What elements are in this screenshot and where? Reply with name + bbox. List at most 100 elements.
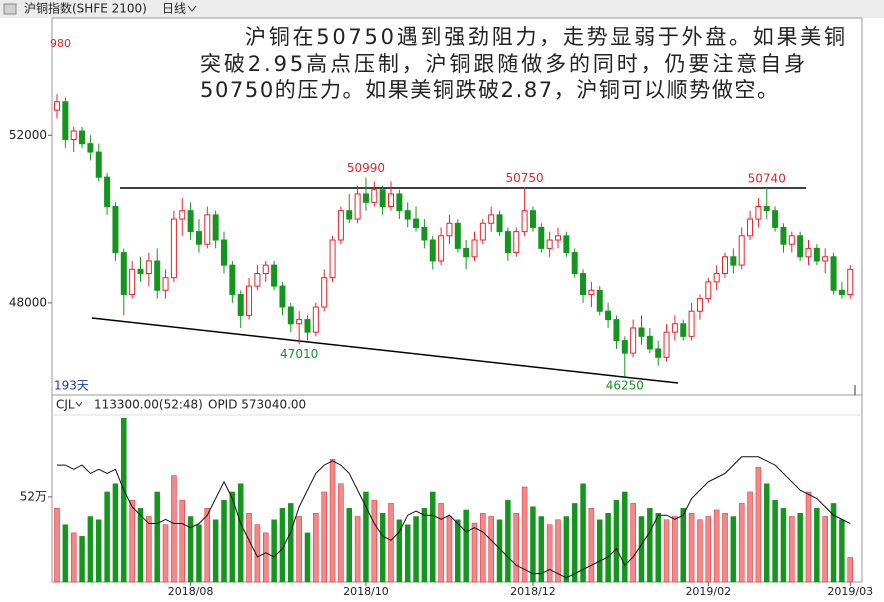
volume-bar bbox=[455, 519, 461, 583]
volume-bar bbox=[688, 512, 695, 583]
candle-body bbox=[596, 289, 603, 312]
volume-bar bbox=[137, 508, 144, 583]
volume-bar bbox=[672, 516, 678, 583]
candle-body bbox=[321, 277, 328, 308]
volume-bar bbox=[546, 524, 553, 583]
volume-bar bbox=[555, 519, 561, 583]
volume-title[interactable]: CJL bbox=[56, 398, 75, 412]
volume-bar bbox=[797, 512, 803, 583]
candle-body bbox=[112, 206, 119, 254]
candle-body bbox=[429, 239, 436, 262]
candle-body bbox=[747, 218, 754, 237]
volume-bar bbox=[663, 519, 670, 583]
candle-body bbox=[212, 214, 219, 241]
volume-bar bbox=[121, 418, 127, 583]
candle-body bbox=[104, 176, 111, 208]
menu-icon[interactable] bbox=[3, 3, 17, 15]
candle-body bbox=[730, 256, 737, 266]
candle-body bbox=[772, 210, 779, 228]
volume-tick-label: 52万 bbox=[20, 489, 47, 503]
candle-body bbox=[404, 210, 411, 220]
candle-body bbox=[229, 264, 236, 295]
period[interactable]: 日线 bbox=[162, 2, 186, 16]
volume-bar bbox=[630, 503, 636, 583]
volume-bar bbox=[112, 483, 119, 583]
candle-body bbox=[346, 210, 353, 220]
candle-body bbox=[463, 247, 470, 258]
volume-bar bbox=[830, 503, 837, 583]
candle-body bbox=[388, 193, 394, 208]
candle-body bbox=[538, 226, 545, 249]
clipped-label: 980 bbox=[50, 37, 71, 50]
volume-bar bbox=[279, 508, 286, 583]
candle-body bbox=[696, 298, 703, 312]
volume-bar bbox=[104, 491, 110, 583]
price-annotation: 50990 bbox=[347, 161, 385, 175]
candle-body bbox=[296, 319, 303, 325]
volume-bar bbox=[505, 499, 511, 583]
volume-bar bbox=[404, 524, 411, 583]
candle-body bbox=[95, 151, 102, 178]
volume-bar bbox=[597, 519, 603, 583]
x-tick-label: 2018/08 bbox=[168, 585, 214, 598]
volume-bar bbox=[179, 499, 185, 583]
volume-bar bbox=[162, 524, 169, 583]
candle-body bbox=[120, 252, 127, 295]
candle-body bbox=[279, 285, 286, 308]
volume-bar bbox=[805, 491, 812, 583]
candle-body bbox=[446, 222, 453, 237]
candle-body bbox=[621, 340, 628, 354]
candle-body bbox=[797, 235, 804, 258]
volume-bar bbox=[146, 516, 152, 583]
candle-body bbox=[580, 273, 587, 295]
volume-bar bbox=[622, 491, 628, 583]
candle-body bbox=[513, 231, 520, 254]
candle-body bbox=[137, 268, 144, 275]
candle-body bbox=[304, 319, 311, 333]
candle-body bbox=[354, 193, 361, 220]
y-tick-label: 52000 bbox=[9, 128, 47, 142]
candle-body bbox=[830, 256, 837, 291]
volume-bar bbox=[764, 483, 770, 583]
volume-bar bbox=[79, 535, 85, 583]
candle-body bbox=[162, 277, 169, 291]
candle-body bbox=[145, 260, 152, 275]
instrument-title: 沪铜指数(SHFE 2100) bbox=[24, 1, 147, 16]
volume-bar bbox=[321, 491, 327, 583]
period-chevron[interactable] bbox=[187, 5, 197, 12]
candle-body bbox=[179, 210, 186, 220]
volume-bar bbox=[70, 532, 77, 583]
x-tick-label: 2018/10 bbox=[343, 585, 389, 598]
volume-bar bbox=[655, 512, 661, 583]
volume-bar bbox=[580, 483, 586, 583]
volume-bar bbox=[722, 512, 728, 583]
candle-body bbox=[287, 306, 294, 325]
volume-bar bbox=[647, 508, 653, 583]
volume-bar bbox=[713, 509, 720, 583]
volume-bar bbox=[814, 508, 820, 583]
candle-body bbox=[847, 268, 854, 295]
opid-readout: OPID 573040.00 bbox=[208, 398, 306, 412]
volume-bar bbox=[705, 516, 712, 583]
volume-bar bbox=[421, 508, 428, 583]
volume-bar bbox=[789, 516, 795, 583]
note-line: 突破2.95高点压制，沪铜跟随做多的同时，仍要注意自身 bbox=[200, 52, 805, 76]
candle-body bbox=[555, 235, 561, 241]
candle-body bbox=[822, 256, 829, 262]
volume-bar bbox=[446, 516, 453, 583]
volume-bar bbox=[772, 499, 778, 583]
candle-body bbox=[496, 214, 503, 233]
volume-bar bbox=[697, 519, 703, 583]
volume-bar bbox=[62, 524, 69, 583]
candle-body bbox=[254, 273, 261, 287]
candle-body bbox=[488, 214, 495, 224]
candle-body bbox=[630, 327, 637, 354]
volume-chevron[interactable] bbox=[75, 401, 83, 407]
candle-body bbox=[54, 101, 60, 111]
volume-bar bbox=[346, 508, 352, 583]
candle-body bbox=[262, 264, 269, 275]
candle-body bbox=[371, 189, 378, 203]
volume-bar bbox=[363, 491, 369, 583]
candle-body bbox=[780, 226, 787, 245]
candle-body bbox=[605, 310, 612, 321]
